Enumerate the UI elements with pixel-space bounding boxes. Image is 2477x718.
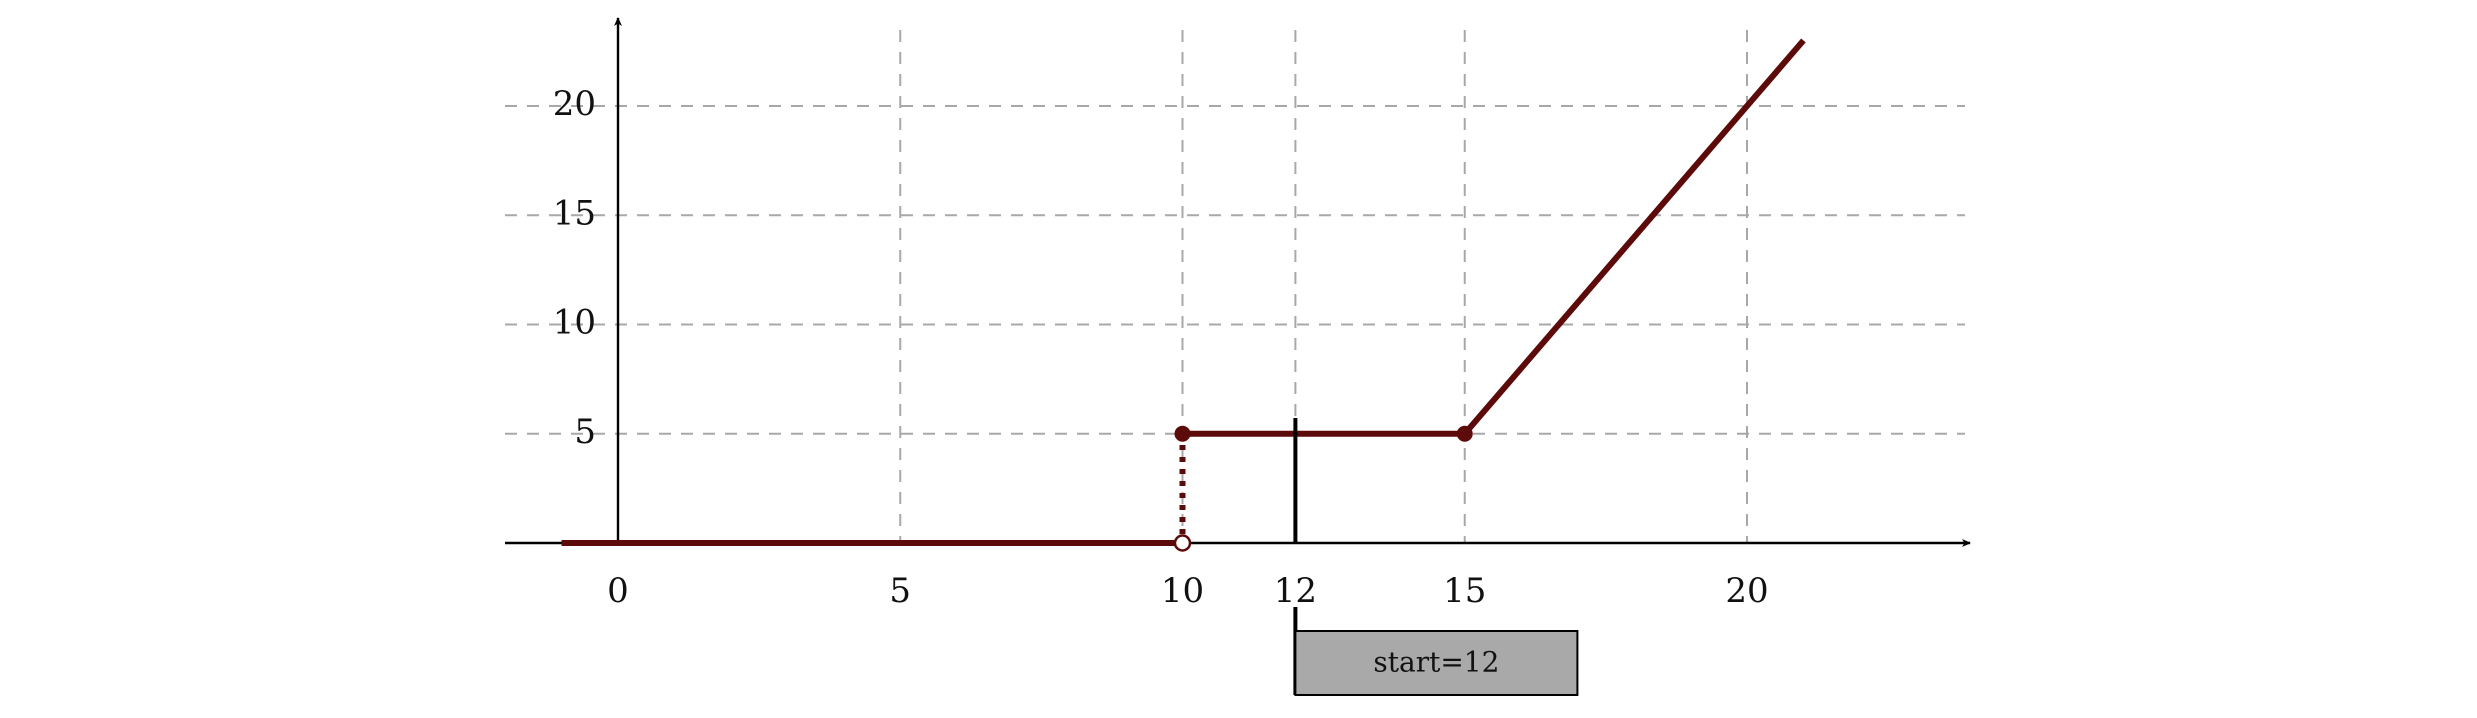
x-tick-label: 12 [1274,571,1317,611]
x-tick-label: 15 [1443,571,1486,611]
y-tick-label: 20 [553,84,596,124]
start-marker: start=12 [1293,418,1579,696]
series [561,38,1806,552]
x-tick-label: 5 [889,571,911,611]
closed-point [1456,425,1473,442]
axes [505,17,1971,547]
start-label-box [1294,630,1579,696]
x-tick-label: 0 [607,571,629,611]
open-point [1173,534,1192,552]
y-tick-label: 10 [553,303,596,343]
x-tick-label: 10 [1161,571,1204,611]
start-label: start=12 [1373,646,1499,679]
y-tick-label: 5 [574,412,596,452]
tick-labels: 0 5 10 12 15 20 5 10 15 20 [553,84,1769,611]
x-tick-label: 20 [1725,571,1768,611]
series-line [1182,38,1806,437]
closed-point [1174,425,1191,442]
y-tick-label: 15 [553,193,596,233]
